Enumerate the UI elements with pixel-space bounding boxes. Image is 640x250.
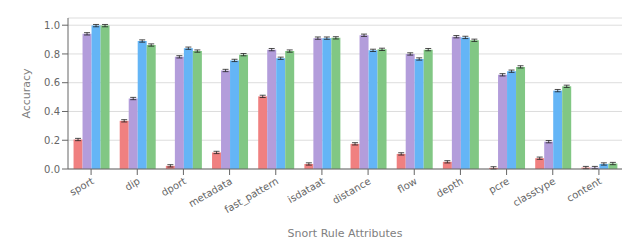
- svg-text:fast_pattern: fast_pattern: [222, 175, 280, 216]
- svg-text:1.0: 1.0: [44, 20, 60, 31]
- svg-text:distance: distance: [330, 175, 372, 206]
- svg-text:classtype: classtype: [511, 175, 557, 208]
- svg-text:depth: depth: [434, 175, 465, 199]
- svg-text:pcre: pcre: [487, 175, 511, 195]
- svg-text:0.6: 0.6: [44, 77, 60, 88]
- svg-text:0.8: 0.8: [44, 49, 60, 60]
- svg-text:isdataat: isdataat: [286, 175, 327, 205]
- svg-text:content: content: [565, 175, 604, 204]
- svg-text:flow: flow: [395, 175, 418, 195]
- svg-text:metadata: metadata: [186, 175, 235, 210]
- svg-text:sport: sport: [68, 175, 96, 197]
- svg-text:0.0: 0.0: [44, 164, 60, 175]
- svg-text:0.4: 0.4: [44, 106, 60, 117]
- svg-text:Accuracy: Accuracy: [20, 68, 33, 119]
- svg-text:Snort Rule Attributes: Snort Rule Attributes: [288, 227, 403, 240]
- svg-text:dip: dip: [123, 175, 142, 192]
- svg-text:dport: dport: [159, 175, 188, 198]
- svg-text:0.2: 0.2: [44, 135, 60, 146]
